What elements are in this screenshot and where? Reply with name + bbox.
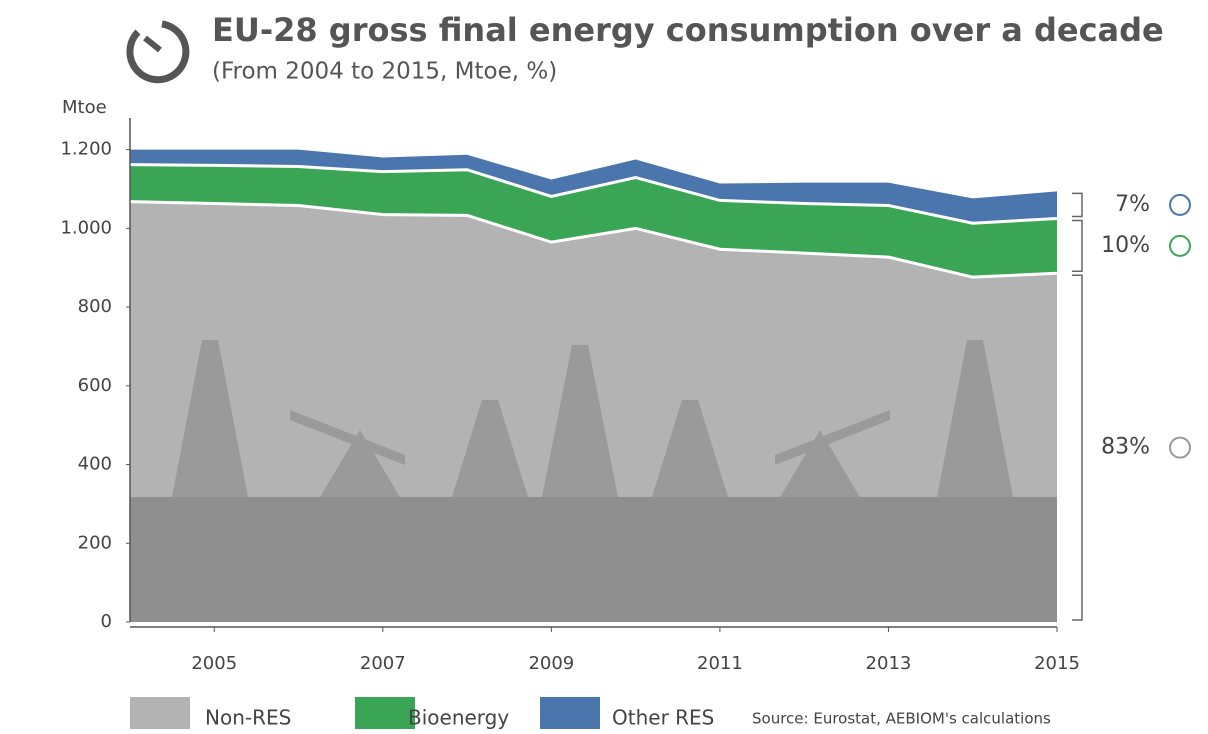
share-icon — [1169, 436, 1191, 459]
y-tick-label: 200 — [78, 532, 112, 553]
oil-field-silhouette — [130, 340, 1057, 622]
derrick — [652, 400, 728, 497]
x-tick-label: 2005 — [191, 653, 237, 674]
x-tick-label: 2007 — [360, 653, 406, 674]
area — [130, 164, 1057, 278]
derrick — [937, 340, 1013, 497]
share-label: 7% — [1115, 192, 1150, 217]
legend-swatch — [540, 697, 600, 729]
share-icon — [1169, 234, 1191, 257]
y-tick-label: 600 — [78, 375, 112, 396]
legend-label: Bioenergy — [408, 706, 509, 730]
boundary-line — [129, 163, 1058, 225]
chart-title: EU-28 gross final energy consumption ove… — [212, 11, 1164, 49]
chart-subtitle: (From 2004 to 2015, Mtoe, %) — [212, 59, 557, 85]
bracket — [1072, 192, 1083, 218]
derrick — [542, 345, 618, 497]
derrick — [452, 400, 528, 497]
bracket — [1072, 274, 1083, 621]
boundary-line — [129, 200, 1058, 279]
share-label: 83% — [1101, 435, 1150, 460]
pumpjack — [290, 410, 405, 497]
x-tick-label: 2009 — [528, 653, 574, 674]
y-tick-label: 400 — [78, 454, 112, 475]
x-tick-label: 2011 — [697, 653, 743, 674]
derrick — [172, 340, 248, 497]
legend-swatch — [130, 697, 190, 729]
x-tick-label: 2015 — [1034, 653, 1080, 674]
share-icon — [1169, 193, 1191, 216]
legend-label: Non-RES — [205, 706, 291, 730]
pumpjack — [775, 410, 890, 497]
y-axis-label: Mtoe — [62, 97, 107, 118]
y-tick-label: 0 — [101, 611, 112, 632]
bracket — [1072, 219, 1083, 272]
title-icon — [126, 20, 190, 84]
legend-label: Other RES — [612, 706, 714, 730]
ground — [130, 497, 1057, 622]
x-tick-label: 2013 — [866, 653, 912, 674]
share-label: 10% — [1101, 233, 1150, 258]
y-tick-label: 800 — [78, 296, 112, 317]
y-tick-label: 1.200 — [60, 139, 112, 160]
y-tick-label: 1.000 — [60, 217, 112, 238]
legend-swatch — [355, 697, 415, 729]
source: Source: Eurostat, AEBIOM's calculations — [752, 710, 1051, 728]
